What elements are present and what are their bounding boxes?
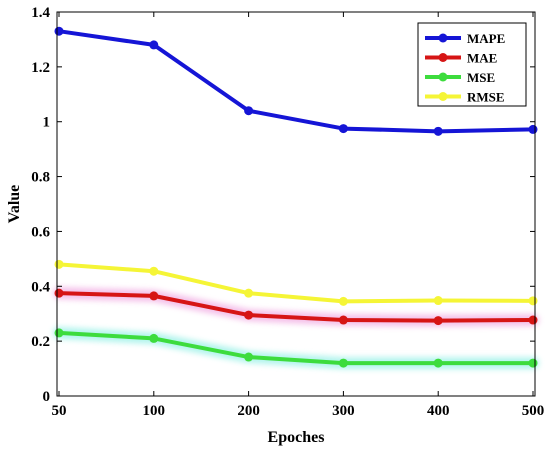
data-point-mae [54, 288, 64, 298]
y-tick-label: 0.8 [31, 170, 50, 186]
legend-marker-mape [438, 33, 448, 43]
y-tick-label: 0.4 [31, 279, 50, 295]
series-line-rmse [58, 262, 534, 304]
data-point-mae [528, 315, 538, 325]
x-tick-label: 200 [237, 403, 260, 419]
x-tick-label: 500 [522, 403, 545, 419]
series-line-mape [58, 29, 534, 134]
y-tick-label: 0.6 [31, 224, 50, 240]
data-point-mae [149, 291, 159, 301]
x-tick-label: 300 [332, 403, 355, 419]
y-tick-label: 0.2 [31, 334, 50, 350]
data-point-mape [149, 40, 159, 50]
x-axis-label: Epoches [268, 429, 325, 446]
x-tick-label: 400 [427, 403, 450, 419]
data-point-rmse [149, 266, 159, 276]
data-point-rmse [54, 259, 64, 269]
data-point-rmse [433, 296, 443, 306]
data-point-mape [244, 106, 254, 116]
legend: MAPE MAE MSE RMSE [417, 22, 527, 107]
series-line-mae [58, 291, 534, 323]
data-point-mse [433, 358, 443, 368]
ticks-layer: 0 0.2 0.4 0.6 0.8 1 1.2 1.4 50 100 200 300 400 500 [31, 5, 544, 419]
y-tick-label: 1.4 [31, 5, 50, 21]
series-layer [54, 26, 538, 368]
series-mape [54, 26, 538, 136]
data-point-mape [528, 124, 538, 134]
series-rmse [54, 259, 538, 306]
legend-marker-rmse [438, 92, 448, 101]
legend-label-rmse: RMSE [467, 90, 505, 105]
data-point-mse [338, 358, 348, 368]
legend-label-mape: MAPE [467, 31, 505, 46]
y-tick-label: 1.2 [31, 60, 50, 76]
data-point-rmse [338, 296, 348, 306]
y-tick-label: 1 [43, 115, 51, 131]
legend-label-mae: MAE [467, 51, 497, 66]
legend-marker-mse [438, 72, 448, 82]
data-point-mse [149, 333, 159, 343]
data-point-mape [433, 126, 443, 136]
series-line-mse [58, 330, 533, 366]
plot-frame [56, 11, 536, 397]
data-point-mape [338, 124, 348, 134]
x-tick-label: 100 [143, 403, 166, 419]
y-axis-label: Value [6, 185, 23, 224]
x-tick-label: 50 [52, 403, 67, 419]
data-point-mae [338, 315, 348, 325]
data-point-mae [433, 316, 443, 326]
data-point-mse [244, 352, 254, 362]
data-point-mape [54, 26, 64, 36]
legend-label-mse: MSE [467, 70, 495, 85]
y-tick-label: 0 [43, 389, 51, 405]
data-point-mse [54, 328, 64, 338]
legend-marker-mae [438, 53, 448, 62]
data-point-mae [244, 310, 254, 320]
data-point-rmse [244, 288, 254, 298]
data-point-rmse [528, 296, 538, 306]
data-point-mse [528, 358, 538, 368]
